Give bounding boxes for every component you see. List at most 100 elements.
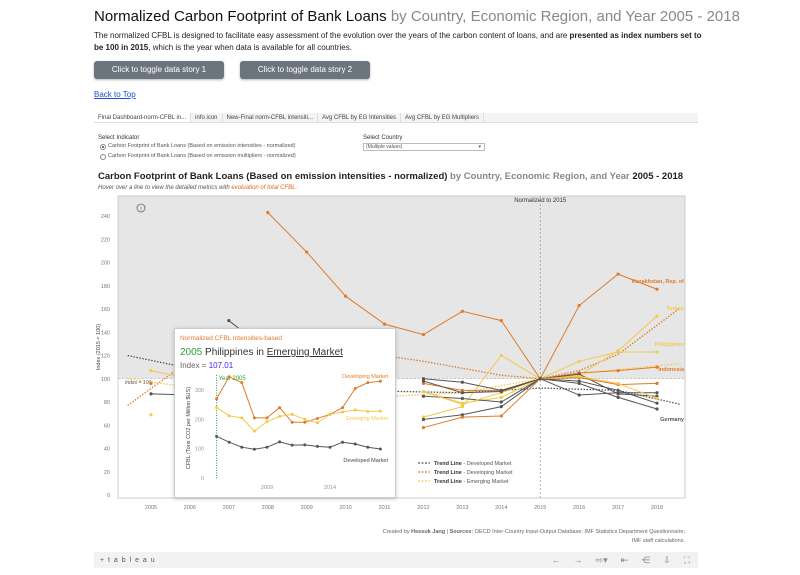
indicator-radio-intensities[interactable]: Carbon Footprint of Bank Loans (Based on… [100, 143, 295, 150]
revert-icon[interactable]: ⇨▾ [595, 554, 608, 565]
series-line [423, 378, 658, 404]
data-point [655, 314, 659, 318]
data-point [538, 377, 542, 381]
data-point [460, 405, 464, 409]
data-point [252, 447, 256, 451]
data-point [290, 443, 294, 447]
tooltip-title: Normalized CFBL Intensities-based [180, 335, 282, 342]
intro-text: The normalized CFBL is designed to facil… [94, 31, 702, 52]
data-point [303, 417, 307, 421]
toggle-story-2-button[interactable]: Click to toggle data story 2 [240, 61, 370, 79]
radio-label: Carbon Footprint of Bank Loans (Based on… [108, 143, 296, 149]
series-label: Turkey [666, 306, 685, 312]
data-point [366, 445, 370, 449]
data-point [499, 414, 503, 418]
data-point [421, 394, 426, 398]
y-tick-label: 40 [104, 447, 110, 453]
redo-icon[interactable]: → [573, 554, 583, 565]
info-icon-glyph: i [140, 207, 141, 213]
series-label: Kazakhstan, Rep. of [632, 279, 684, 285]
data-point [460, 388, 464, 392]
y-tick-label: 100 [195, 447, 204, 453]
data-point [655, 394, 659, 398]
legend-entry: Trend Line - Developing Market [434, 470, 513, 476]
y-tick-label: 200 [195, 417, 204, 423]
data-point [616, 272, 620, 276]
data-point [460, 413, 464, 417]
data-point [421, 415, 426, 419]
data-point [655, 365, 659, 369]
series-label: Developing Market [342, 374, 388, 380]
series-line [216, 435, 381, 450]
share-icon[interactable]: ⋲ [641, 554, 651, 565]
data-point [499, 395, 503, 399]
tab-final-dashboard[interactable]: Final Dashboard-norm-CFBL in... [94, 113, 192, 122]
data-point [366, 409, 370, 413]
credit-text: Created by Heesuk Jang | Sources: OECD I… [382, 529, 685, 544]
data-point [616, 369, 620, 373]
fullscreen-icon[interactable]: ⛶ [683, 554, 690, 565]
data-point [315, 421, 319, 425]
data-point [655, 396, 659, 401]
data-point [460, 415, 464, 419]
data-point [460, 309, 464, 313]
data-point [227, 319, 231, 323]
data-point [460, 402, 464, 406]
x-tick-label: 2009 [301, 505, 313, 511]
tab-new-final[interactable]: New-Final norm-CFBL intensiti... [223, 113, 318, 122]
y-tick-label: 300 [195, 388, 204, 394]
data-point [149, 369, 153, 373]
data-point [655, 407, 659, 411]
y-tick-label: 0 [107, 493, 110, 499]
data-point [382, 322, 387, 326]
y-axis-label: Index (2015 = 100) [96, 324, 102, 370]
data-point [421, 417, 426, 422]
tab-avg-intensities[interactable]: Avg CFBL by EG Intensities [318, 113, 402, 122]
y-tick-label: 80 [104, 400, 110, 406]
tooltip: Normalized CFBL Intensities-based 2005 P… [174, 328, 396, 498]
data-point [353, 408, 357, 412]
y-tick-label: 160 [101, 307, 110, 313]
country-select[interactable]: (Multiple values) ▾ [363, 143, 485, 151]
data-point [341, 406, 345, 410]
reference-line-label: Normalized to 2015 [514, 198, 567, 204]
data-point [655, 381, 659, 385]
back-to-top-link[interactable]: Back to Top [94, 90, 136, 99]
y-tick-label: 220 [101, 237, 110, 243]
tab-info-icon[interactable]: info icon [191, 113, 223, 122]
x-tick-label: 2014 [324, 485, 336, 491]
data-point [499, 400, 503, 404]
tooltip-index: Index = 107.01 [180, 361, 234, 370]
data-point [215, 434, 219, 438]
x-tick-label: 2014 [495, 505, 507, 511]
y-tick-label: 20 [104, 470, 110, 476]
reset-icon[interactable]: ⇤ [620, 554, 629, 565]
toggle-story-1-button[interactable]: Click to toggle data story 1 [94, 61, 224, 79]
tab-avg-multipliers[interactable]: Avg CFBL by EG Multipliers [401, 113, 485, 122]
data-point [366, 381, 370, 385]
data-point [215, 397, 219, 401]
indicator-label: Select Indicator [98, 135, 140, 141]
data-point [421, 379, 426, 383]
x-tick-label: 2016 [573, 505, 585, 511]
data-point [328, 445, 332, 449]
data-point [378, 379, 382, 383]
baseline-label: Index = 100 [125, 380, 151, 386]
data-point [616, 350, 620, 354]
data-point [278, 414, 282, 418]
plot-frame [117, 195, 686, 499]
undo-icon[interactable]: ← [551, 554, 561, 565]
data-point [215, 406, 219, 410]
data-point [252, 416, 256, 420]
data-point [341, 440, 345, 444]
download-icon[interactable]: ⇩ [663, 554, 671, 565]
data-point [616, 388, 620, 392]
data-point [315, 416, 319, 420]
radio-label: Carbon Footprint of Bank Loans (Based on… [108, 153, 296, 159]
data-point [499, 353, 503, 358]
legend-entry: Trend Line - Developed Market [434, 461, 512, 467]
indicator-radio-multipliers[interactable]: Carbon Footprint of Bank Loans (Based on… [100, 153, 296, 160]
legend-entry: Trend Line - Emerging Market [434, 479, 509, 485]
series-line [216, 376, 381, 423]
